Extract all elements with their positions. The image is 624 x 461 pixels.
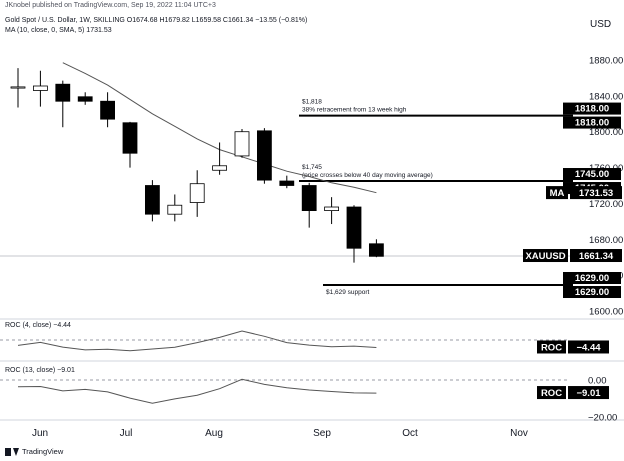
roc-legend: ROC (13, close) −9.01 — [5, 367, 75, 374]
annotation-price-tag-text: 1629.00 — [575, 273, 609, 284]
candle-bear-body — [55, 83, 71, 102]
candle-bull-body — [10, 86, 26, 89]
roc-tag-value-box — [568, 340, 609, 354]
candle-bear-body — [346, 206, 362, 249]
annotation-note: (price crosses below 40 day moving avera… — [302, 172, 433, 179]
candle-bull-body — [324, 206, 340, 211]
roc-tag-name: ROC — [541, 388, 562, 399]
tradingview-brand-text: TradingView — [22, 447, 64, 456]
price-tick-label: 1840.00 — [589, 91, 623, 102]
price-tick-label: 1880.00 — [589, 56, 623, 67]
price-tag-value-box — [570, 186, 622, 200]
tradingview-logo-icon — [5, 447, 19, 456]
candle-bear-body — [77, 96, 93, 102]
candle-bear-body — [100, 100, 115, 120]
price-tick-label: 1600.00 — [589, 307, 623, 318]
roc-tag-name-box — [537, 386, 566, 400]
roc-tag-value: −9.01 — [576, 388, 601, 399]
roc-tag-name-box — [537, 340, 566, 354]
annotation-price-tag-text: 1629.00 — [575, 287, 609, 298]
candle-bear-body — [256, 130, 272, 181]
candle-bear-body — [122, 122, 138, 154]
candle-bear-body — [144, 185, 160, 215]
price-tag-value-box — [570, 249, 622, 263]
price-tick-label: 1720.00 — [589, 199, 623, 210]
time-axis-label: Jul — [120, 428, 133, 439]
published-by-text: JKnobel published on TradingView.com, Se… — [5, 2, 216, 9]
price-tag-name-box — [546, 186, 568, 200]
annotation-price-tag — [563, 102, 621, 115]
price-tag-name: MA — [550, 188, 565, 199]
ma-legend: MA (10, close, 0, SMA, 5) 1731.53 — [5, 27, 112, 34]
candle-bear-body — [279, 180, 295, 186]
annotation-title: $1,745 — [302, 164, 322, 171]
roc-line — [17, 330, 377, 352]
candle-bull-body — [189, 183, 205, 203]
price-tick-label: 1680.00 — [589, 235, 623, 246]
roc-tag-value: −4.44 — [576, 342, 601, 353]
price-tag-value: 1731.53 — [579, 188, 613, 199]
candle-bull-body — [167, 204, 183, 215]
annotation-title: $1,629 support — [326, 289, 370, 296]
annotation-title: $1,818 — [302, 99, 322, 106]
candle-bear-body — [368, 243, 384, 257]
time-axis-label: Aug — [205, 428, 223, 439]
time-axis-label: Nov — [510, 428, 528, 439]
roc-tag-name: ROC — [541, 342, 562, 353]
candle-bull-body — [33, 85, 48, 91]
time-axis-label: Oct — [402, 428, 418, 439]
candle-bear-body — [301, 185, 317, 212]
annotation-price-tag — [563, 168, 621, 181]
annotation-price-tag-text: 1818.00 — [575, 104, 609, 115]
annotation-price-tag-text: 1818.00 — [575, 118, 609, 129]
annotation-price-tag — [563, 286, 621, 299]
roc-line — [17, 378, 377, 404]
price-tag-name: XAUUSD — [525, 251, 565, 262]
roc-tick-label: −20.00 — [588, 413, 617, 424]
candle-bull-body — [212, 165, 228, 171]
time-axis-label: Sep — [313, 428, 331, 439]
annotation-price-tag — [563, 116, 621, 129]
price-tag-value: 1661.34 — [579, 251, 614, 262]
annotation-price-tag — [563, 272, 621, 285]
annotation-price-tag-text: 1745.00 — [575, 169, 609, 180]
tradingview-footer: TradingView — [5, 447, 63, 456]
price-tag-name-box — [523, 249, 568, 263]
roc-tick-label: 0.00 — [588, 376, 607, 387]
roc-legend: ROC (4, close) −4.44 — [5, 322, 71, 329]
currency-label: USD — [590, 19, 611, 30]
symbol-title-ohlc: Gold Spot / U.S. Dollar, 1W, SKILLING O1… — [5, 17, 308, 24]
candle-bull-body — [234, 131, 250, 157]
roc-tag-value-box — [568, 386, 609, 400]
price-tick-label: 1800.00 — [589, 127, 623, 138]
time-axis-label: Jun — [32, 428, 48, 439]
annotation-note: 38% retracement from 13 week high — [302, 107, 407, 114]
